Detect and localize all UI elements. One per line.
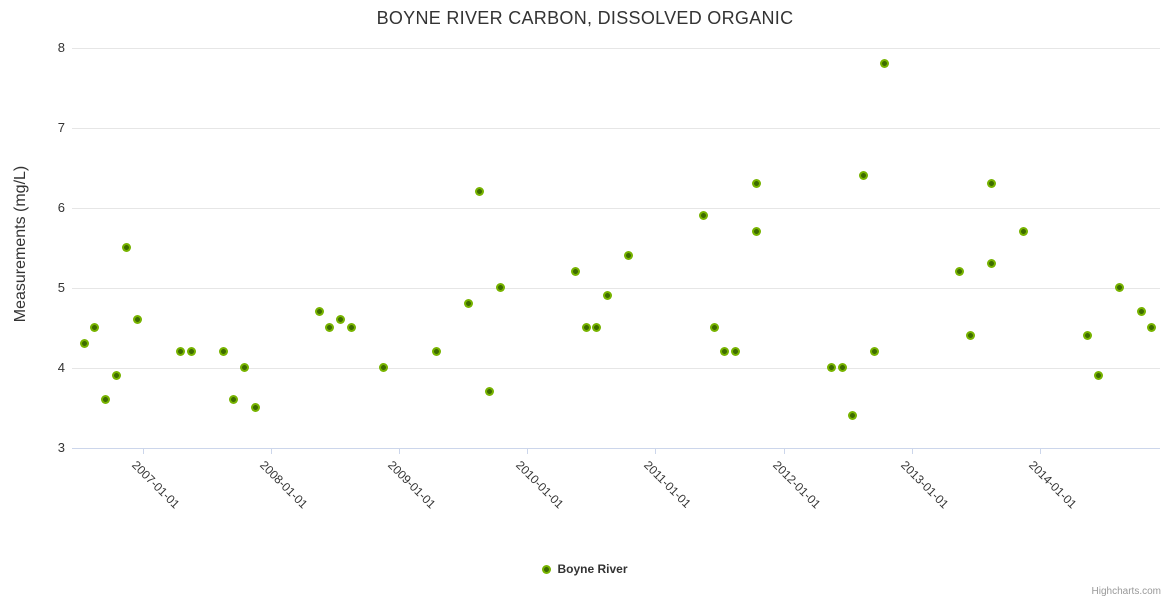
y-gridline: [72, 127, 1160, 129]
data-point[interactable]: [175, 347, 185, 356]
data-point[interactable]: [752, 179, 762, 188]
data-point[interactable]: [229, 395, 239, 404]
data-point[interactable]: [730, 347, 740, 356]
data-point[interactable]: [720, 347, 730, 356]
y-axis-title: Measurements (mg/L): [12, 165, 29, 323]
x-axis-tick-label: 2010-01-01: [513, 457, 567, 511]
x-axis-tick: [911, 447, 913, 454]
y-axis-tick-label: 8: [57, 39, 65, 55]
data-point[interactable]: [314, 307, 324, 316]
data-point[interactable]: [335, 315, 345, 324]
y-axis-tick-label: 6: [57, 199, 65, 215]
data-point[interactable]: [218, 347, 228, 356]
data-point[interactable]: [955, 267, 965, 276]
data-point[interactable]: [1136, 307, 1146, 316]
highcharts-credit[interactable]: Highcharts.com: [1091, 586, 1161, 597]
data-point[interactable]: [837, 363, 847, 372]
x-axis-tick: [1039, 447, 1041, 454]
data-point[interactable]: [592, 323, 602, 332]
data-point[interactable]: [752, 227, 762, 236]
data-point[interactable]: [485, 387, 495, 396]
data-point[interactable]: [859, 171, 869, 180]
x-axis-tick: [271, 447, 273, 454]
y-axis-tick-label: 3: [57, 439, 65, 455]
x-axis-line: [72, 447, 1160, 449]
data-point[interactable]: [346, 323, 356, 332]
data-point[interactable]: [1093, 371, 1103, 380]
data-point[interactable]: [869, 347, 879, 356]
x-axis-tick-label: 2008-01-01: [257, 457, 311, 511]
x-axis-tick-label: 2011-01-01: [641, 457, 695, 511]
legend-label: Boyne River: [557, 562, 628, 576]
x-axis-tick: [655, 447, 657, 454]
x-axis-tick-label: 2009-01-01: [385, 457, 439, 511]
x-axis-tick: [783, 447, 785, 454]
x-axis-tick-label: 2013-01-01: [897, 457, 952, 511]
data-point[interactable]: [880, 59, 890, 68]
data-point[interactable]: [378, 363, 388, 372]
x-axis-tick-label: 2012-01-01: [769, 457, 823, 511]
data-point[interactable]: [1083, 331, 1093, 340]
data-point[interactable]: [602, 291, 612, 300]
data-point[interactable]: [987, 179, 997, 188]
data-point[interactable]: [570, 267, 580, 276]
data-point[interactable]: [1147, 323, 1157, 332]
y-axis-tick-label: 4: [57, 359, 65, 375]
data-point[interactable]: [709, 323, 719, 332]
data-point[interactable]: [250, 403, 260, 412]
y-gridline: [72, 207, 1160, 209]
y-gridline: [72, 367, 1160, 369]
data-point[interactable]: [325, 323, 335, 332]
data-point[interactable]: [698, 211, 708, 220]
chart-title: BOYNE RIVER CARBON, DISSOLVED ORGANIC: [376, 8, 794, 28]
data-point[interactable]: [848, 411, 858, 420]
data-point[interactable]: [987, 259, 997, 268]
y-gridline: [72, 47, 1160, 49]
data-point[interactable]: [1019, 227, 1029, 236]
data-point[interactable]: [1115, 283, 1125, 292]
data-point[interactable]: [101, 395, 111, 404]
x-axis-tick-label: 2007-01-01: [129, 457, 183, 511]
x-axis-tick-label: 2014-01-01: [1025, 457, 1080, 511]
data-point[interactable]: [239, 363, 249, 372]
x-axis-tick: [143, 447, 144, 454]
data-point[interactable]: [581, 323, 591, 332]
legend-item-boyne-river[interactable]: Boyne River: [542, 562, 628, 576]
data-point[interactable]: [432, 347, 442, 356]
data-point[interactable]: [79, 339, 89, 348]
data-point[interactable]: [474, 187, 484, 196]
data-point[interactable]: [464, 299, 474, 308]
data-point[interactable]: [827, 363, 837, 372]
data-point[interactable]: [133, 315, 143, 324]
series-marker-icon: [542, 564, 552, 574]
data-point[interactable]: [965, 331, 975, 340]
x-axis-tick: [399, 447, 401, 454]
y-axis-tick-label: 5: [57, 279, 65, 295]
y-axis-tick-label: 7: [57, 119, 65, 135]
data-point[interactable]: [186, 347, 196, 356]
data-point[interactable]: [111, 371, 121, 380]
data-point[interactable]: [90, 323, 100, 332]
data-point[interactable]: [122, 243, 132, 252]
legend: Boyne River: [0, 562, 1170, 576]
y-gridline: [72, 287, 1160, 289]
data-point[interactable]: [624, 251, 634, 260]
data-point[interactable]: [496, 283, 506, 292]
x-axis-tick: [527, 447, 529, 454]
